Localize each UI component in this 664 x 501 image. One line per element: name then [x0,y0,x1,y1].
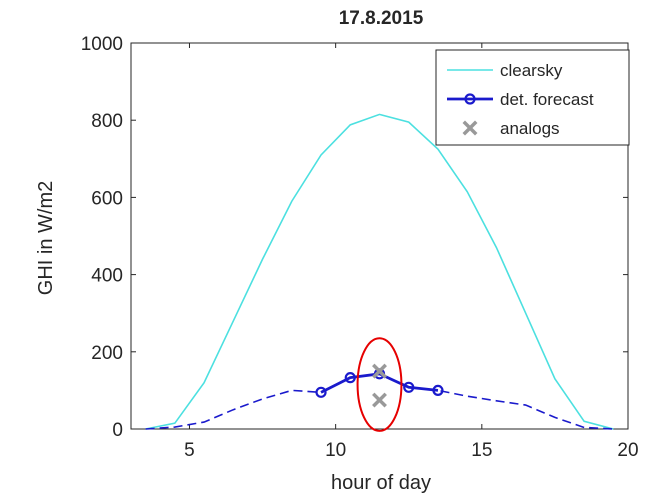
highlight-ellipse [356,337,403,432]
forecast-point [432,384,444,396]
legend-clearsky-label: clearsky [500,61,563,80]
legend-forecast-marker [464,93,476,105]
y-tick-label: 800 [91,111,123,132]
chart-title: 17.8.2015 [339,8,424,29]
y-tick-label: 0 [112,420,123,441]
series-line-clearsky [145,113,614,430]
legend: clearsky det. forecast analogs [435,49,630,146]
x-tick-label: 20 [617,440,638,461]
legend-analogs-marker [462,120,478,136]
y-axis-label: GHI in W/m2 [35,181,57,295]
legend-forecast-label: det. forecast [500,90,594,109]
legend-analogs-label: analogs [500,119,560,138]
analog-point [372,363,387,379]
x-tick-label: 5 [184,440,195,461]
analog-point [372,392,387,408]
forecast-point [403,381,415,393]
series-lines [145,113,614,430]
series-line-forecast [320,372,439,394]
y-tick-label: 600 [91,188,123,209]
y-tick-label: 200 [91,343,123,364]
analog-point-stroke [372,363,387,379]
x-tick-label: 10 [325,440,346,461]
forecast-point [315,386,327,398]
plot-frame [130,42,629,430]
axes-box [130,42,629,430]
x-tick-label: 15 [471,440,492,461]
y-tick-label: 1000 [81,34,123,55]
x-axis-label: hour of day [331,472,431,494]
y-tick-label: 400 [91,266,123,287]
analog-point-stroke [372,392,387,408]
forecast-point [344,372,356,384]
annotations [356,337,403,432]
